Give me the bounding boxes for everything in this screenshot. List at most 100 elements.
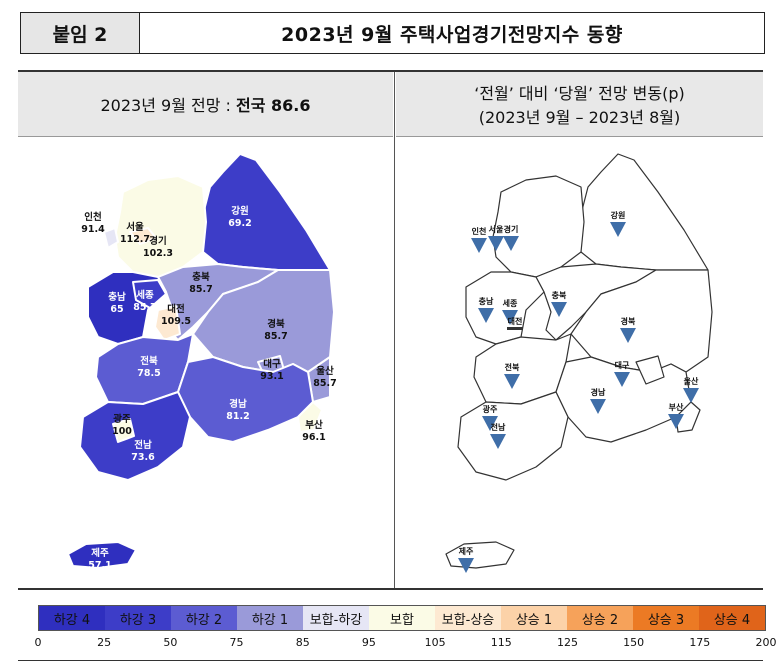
region-name-label: 세종 xyxy=(136,289,154,301)
region-value-label: 81.2 xyxy=(226,411,249,422)
region-gwangju[interactable] xyxy=(112,418,135,443)
decline-arrow-icon xyxy=(551,302,567,317)
legend-cell: 상승 1 xyxy=(501,606,567,630)
region-value-label: 100 xyxy=(112,426,132,437)
rregion-busan[interactable] xyxy=(675,401,701,433)
bottom-rule xyxy=(18,660,763,661)
rregion-name-label: 제주 xyxy=(459,546,474,556)
region-value-label: 91.4 xyxy=(81,224,105,235)
region-name-label: 울산 xyxy=(316,365,334,377)
region-name-label: 대구 xyxy=(263,358,281,370)
legend-tick-label: 85 xyxy=(295,636,310,649)
decline-arrow-icon xyxy=(502,310,518,325)
legend-tick-label: 95 xyxy=(361,636,376,649)
legend-cell: 하강 3 xyxy=(105,606,171,630)
rregion-name-label: 서울 xyxy=(489,224,504,234)
decline-arrow-icon xyxy=(590,399,606,414)
title-bar: 붙임 2 2023년 9월 주택사업경기전망지수 동향 xyxy=(20,12,765,54)
region-sejong[interactable] xyxy=(132,279,167,309)
rregion-name-label: 강원 xyxy=(611,210,626,220)
legend-cell: 하강 2 xyxy=(171,606,237,630)
rregion-chungnam[interactable] xyxy=(465,271,545,345)
rregion-name-label: 부산 xyxy=(669,402,684,412)
legend-cell: 상승 3 xyxy=(633,606,699,630)
rregion-name-label: 충남 xyxy=(479,296,494,306)
rregion-jeonnam[interactable] xyxy=(457,391,569,481)
left-heading-prefix: 2023년 9월 전망 : xyxy=(100,96,236,115)
decline-arrow-icon xyxy=(458,558,474,573)
left-panel-heading: 2023년 9월 전망 : 전국 86.6 xyxy=(18,72,393,137)
decline-arrow-icon xyxy=(668,414,684,429)
decline-arrow-icon xyxy=(614,372,630,387)
region-value-label: 73.6 xyxy=(131,452,155,463)
region-name-label: 경북 xyxy=(267,318,285,330)
legend-tick-label: 200 xyxy=(755,636,777,649)
rregion-name-label: 세종 xyxy=(503,298,518,308)
region-name-label: 충북 xyxy=(192,271,210,283)
decline-arrow-icon xyxy=(471,238,487,253)
color-legend: 하강 4 하강 3 하강 2 하강 1 보합-하강 보합 보합-상승 상승 1 상승 2 상승 3… xyxy=(38,605,766,631)
region-seoul[interactable] xyxy=(129,227,157,245)
region-name-label: 전북 xyxy=(140,355,158,367)
decline-arrow-icon xyxy=(490,434,506,449)
region-value-label: 102.3 xyxy=(143,248,173,259)
region-value-label: 112.7 xyxy=(120,234,150,245)
rregion-name-label: 인천 xyxy=(472,226,487,236)
legend-tick-label: 50 xyxy=(163,636,178,649)
legend-ticks: 0 25 50 75 85 95 105 115 125 150 175 200 xyxy=(35,636,777,652)
region-value-label: 93.1 xyxy=(260,371,283,382)
rregion-name-label: 광주 xyxy=(483,404,498,414)
rregion-name-label: 경남 xyxy=(591,387,606,397)
region-name-label: 광주 xyxy=(113,413,131,425)
region-value-label: 85.7 xyxy=(133,302,156,313)
map-panels: 2023년 9월 전망 : 전국 86.6 ‘전월’ 대비 ‘당월’ 전망 변동… xyxy=(18,70,763,590)
region-name-label: 강원 xyxy=(231,205,248,217)
region-name-label: 대전 xyxy=(167,303,184,315)
region-value-label: 85.7 xyxy=(313,378,336,389)
legend-cell: 하강 1 xyxy=(237,606,303,630)
legend-cell: 상승 2 xyxy=(567,606,633,630)
decline-arrow-icon xyxy=(620,328,636,343)
region-name-label: 전남 xyxy=(134,439,152,451)
legend-cell: 보합-하강 xyxy=(303,606,369,630)
decline-arrow-icon xyxy=(683,388,699,403)
rregion-name-label: 경북 xyxy=(621,316,636,326)
region-value-label: 57.1 xyxy=(88,560,111,571)
region-value-label: 96.1 xyxy=(302,432,325,443)
region-jeju[interactable] xyxy=(67,541,137,569)
legend-cell: 보합-상승 xyxy=(435,606,501,630)
region-value-label: 78.5 xyxy=(137,368,160,379)
decline-arrow-icon xyxy=(478,308,494,323)
rregion-daegu[interactable] xyxy=(635,355,665,385)
region-value-label: 69.2 xyxy=(228,218,251,229)
right-panel-heading: ‘전월’ 대비 ‘당월’ 전망 변동(p) (2023년 9월 – 2023년 … xyxy=(396,72,763,137)
page-title: 2023년 9월 주택사업경기전망지수 동향 xyxy=(281,23,623,46)
legend-tick-label: 125 xyxy=(556,636,578,649)
rregion-jeju[interactable] xyxy=(445,541,515,569)
region-name-label: 부산 xyxy=(305,419,323,431)
region-incheon[interactable] xyxy=(103,227,119,249)
decline-arrow-icon xyxy=(503,236,519,251)
region-name-label: 서울 xyxy=(126,221,144,233)
region-name-label: 제주 xyxy=(91,547,109,559)
national-index: 전국 86.6 xyxy=(236,96,311,115)
legend-tick-label: 115 xyxy=(490,636,512,649)
right-heading-line1: ‘전월’ 대비 ‘당월’ 전망 변동(p) xyxy=(474,84,685,103)
legend-tick-label: 75 xyxy=(229,636,244,649)
legend-cell: 보합 xyxy=(369,606,435,630)
region-busan[interactable] xyxy=(297,401,323,433)
rregion-name-label: 대구 xyxy=(615,360,630,370)
region-daejeon[interactable] xyxy=(154,305,181,341)
no-change-marker xyxy=(507,327,523,330)
rregion-gangwon[interactable] xyxy=(578,153,709,271)
rregion-name-label: 대전 xyxy=(508,316,523,326)
decline-arrow-icon xyxy=(482,416,498,431)
region-name-label: 경남 xyxy=(229,398,247,410)
decline-arrow-icon xyxy=(504,374,520,389)
decline-arrow-icon xyxy=(488,236,504,251)
rregion-name-label: 전북 xyxy=(505,362,520,372)
legend-tick-label: 175 xyxy=(689,636,711,649)
